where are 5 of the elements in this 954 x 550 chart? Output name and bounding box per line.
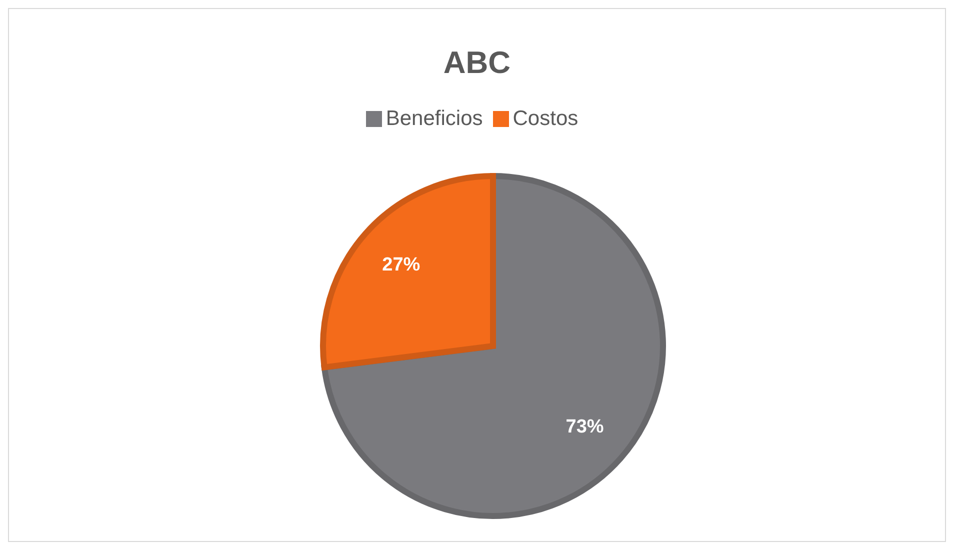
chart-title: ABC (442, 45, 512, 81)
legend-label: Beneficios (386, 107, 483, 130)
data-label: 73% (566, 416, 604, 438)
data-label: 27% (382, 254, 420, 276)
legend-label: Costos (512, 107, 578, 130)
